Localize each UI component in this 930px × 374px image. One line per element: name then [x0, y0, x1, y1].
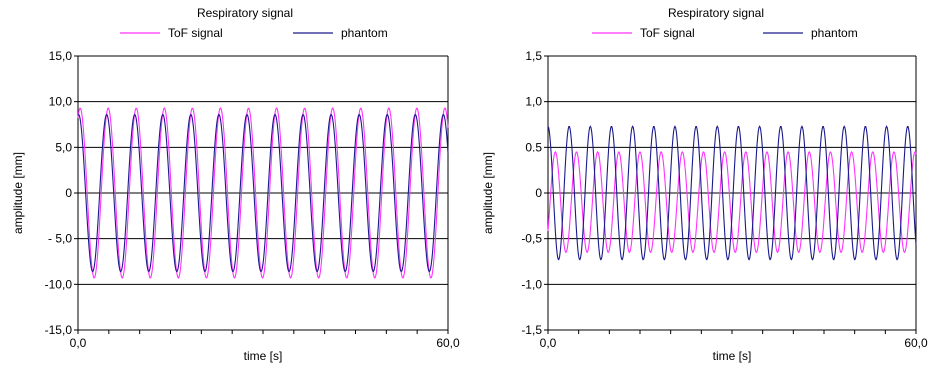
y-tick-label: 0 — [535, 186, 542, 200]
y-tick-label: -1,0 — [521, 277, 542, 291]
series-line-1 — [77, 107, 449, 279]
x-tick-label: 0,0 — [540, 336, 557, 350]
y-tick-label: -10,0 — [45, 277, 73, 291]
y-tick-label: 0.5 — [525, 140, 542, 154]
y-tick-label: -15,0 — [45, 323, 73, 337]
chart-panel-2: Respiratory signal ToF signal phantom 1,5 1,… — [481, 6, 928, 363]
y-tick-label: 1,0 — [525, 95, 542, 109]
y-tick-label: - 5,0 — [48, 232, 72, 246]
series-line-1 — [547, 150, 917, 254]
chart-title: Respiratory signal — [668, 6, 764, 20]
y-axis-label: amplitude [mm] — [481, 152, 495, 234]
series-line-2 — [547, 125, 917, 261]
y-tick-label: 1,5 — [525, 49, 542, 63]
y-tick-label: -0,5 — [521, 232, 542, 246]
y-tick-label: 15,0 — [49, 49, 73, 63]
legend-label-2: phantom — [341, 26, 388, 40]
legend-label-2: phantom — [811, 26, 858, 40]
series-line-2 — [77, 113, 449, 273]
legend-label-1: ToF signal — [168, 26, 223, 40]
x-tick-label: 60,0 — [904, 336, 928, 350]
x-axis-label: time [s] — [713, 349, 752, 363]
x-tick-label: 0,0 — [70, 336, 87, 350]
y-tick-label: -1,5 — [521, 323, 542, 337]
y-axis-label: amplitude [mm] — [11, 152, 25, 234]
x-axis-label: time [s] — [244, 349, 283, 363]
x-tick-label: 60,0 — [436, 336, 460, 350]
legend-label-1: ToF signal — [640, 26, 695, 40]
y-tick-label: 5,0 — [55, 140, 72, 154]
y-tick-label: 0 — [65, 186, 72, 200]
y-tick-label: 10,0 — [49, 95, 73, 109]
chart-panel-1: Respiratory signal ToF signal phantom 15,0 1… — [11, 6, 460, 363]
chart-title: Respiratory signal — [197, 6, 293, 20]
